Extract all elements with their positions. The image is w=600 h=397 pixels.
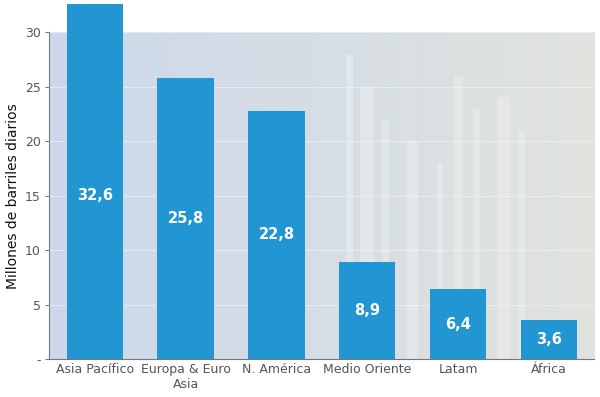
Text: 6,4: 6,4 (445, 317, 471, 332)
Text: 8,9: 8,9 (355, 303, 380, 318)
Bar (518, 130, 526, 359)
Bar (454, 76, 463, 359)
Bar (382, 119, 389, 359)
Bar (497, 98, 511, 359)
Bar (157, 78, 214, 359)
Bar (473, 108, 480, 359)
Y-axis label: Millones de barriles diarios: Millones de barriles diarios (5, 103, 20, 289)
Bar (67, 4, 123, 359)
Bar (361, 87, 374, 359)
Bar (248, 111, 305, 359)
Text: 32,6: 32,6 (77, 188, 113, 203)
Bar (346, 54, 353, 359)
Text: 22,8: 22,8 (259, 227, 295, 243)
Bar (521, 320, 577, 359)
Bar (339, 262, 395, 359)
Bar (430, 289, 487, 359)
Text: 3,6: 3,6 (536, 332, 562, 347)
Bar (437, 163, 443, 359)
Text: 25,8: 25,8 (167, 211, 204, 226)
Bar (407, 141, 418, 359)
